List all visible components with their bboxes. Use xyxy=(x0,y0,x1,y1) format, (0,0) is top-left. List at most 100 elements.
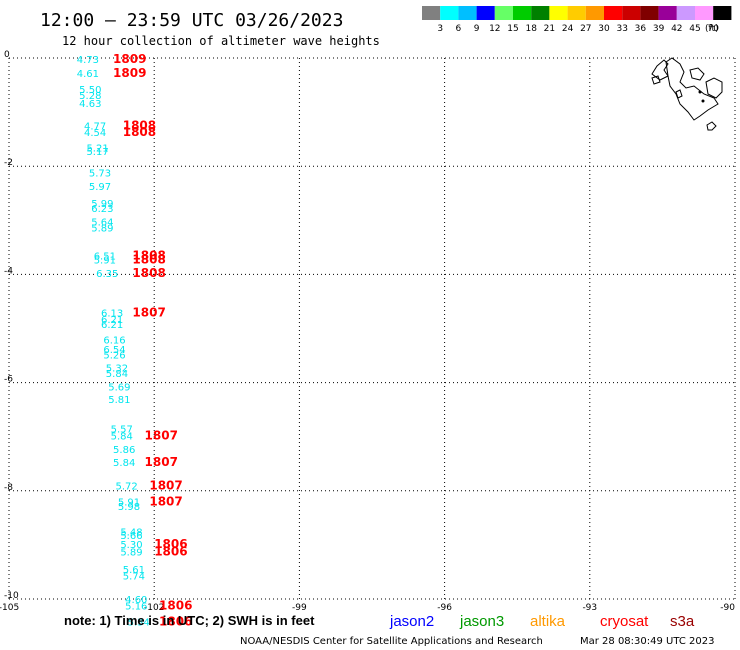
swh-value: 6.35 xyxy=(96,269,118,280)
colorbar-swatch xyxy=(458,6,477,20)
x-tick-label: -102 xyxy=(144,603,164,613)
swh-value: 6.23 xyxy=(91,204,113,215)
swh-value: 5.30 xyxy=(120,540,142,551)
colorbar-label: 21 xyxy=(544,24,555,34)
swh-value: 5.81 xyxy=(108,395,130,406)
time-label: 1806 xyxy=(154,544,187,558)
time-labels: 1809180918081808180818081808180718071807… xyxy=(113,52,192,629)
swh-value: 5.84 xyxy=(113,458,135,469)
x-tick-label: -90 xyxy=(720,603,735,613)
colorbar-swatch xyxy=(713,6,732,20)
colorbar-swatch xyxy=(476,6,495,20)
swh-value: 5.74 xyxy=(123,572,145,583)
colorbar-swatch xyxy=(622,6,641,20)
colorbar-label: 9 xyxy=(474,24,480,34)
colorbar-label: 3 xyxy=(437,24,443,34)
swh-value: 5.73 xyxy=(89,169,111,180)
swh-value: 4.54 xyxy=(84,128,106,139)
colorbar-label: 45 xyxy=(689,24,700,34)
colorbar-label: 15 xyxy=(507,24,518,34)
time-label: 1807 xyxy=(145,455,178,469)
swh-value: 5.98 xyxy=(118,502,140,513)
y-tick-label: -2 xyxy=(4,158,13,168)
y-tick-label: -6 xyxy=(4,375,13,385)
colorbar-label: 27 xyxy=(580,24,591,34)
timestamp: Mar 28 08:30:49 UTC 2023 xyxy=(580,636,715,647)
colorbar-swatch xyxy=(440,6,459,20)
time-label: 1806 xyxy=(159,598,192,612)
legend-cryosat: cryosat xyxy=(600,613,649,630)
swh-value: 5.89 xyxy=(120,547,142,558)
colorbar-label: 33 xyxy=(616,24,627,34)
satellite-legend: jason2 jason3 altika cryosat s3a xyxy=(389,613,695,630)
time-label: 1809 xyxy=(113,66,146,80)
colorbar-swatch xyxy=(640,6,659,20)
y-tick-label: -8 xyxy=(4,483,13,493)
chart-subtitle: 12 hour collection of altimeter wave hei… xyxy=(62,34,380,48)
swh-value: 5.72 xyxy=(115,481,137,492)
colorbar-swatch xyxy=(676,6,695,20)
colorbar-unit: (ft) xyxy=(705,24,719,34)
swh-value: 5.48 xyxy=(120,527,142,538)
legend-altika: altika xyxy=(530,613,566,630)
wave-height-colorbar: 3 6 9 12 15 18 21 24 27 30 33 36 39 42 45 70 xyxy=(422,6,732,34)
swh-value: 5.84 xyxy=(106,369,128,380)
time-label: 1806 xyxy=(154,537,187,551)
swh-value: 4.73 xyxy=(77,55,99,66)
colorbar-label: 12 xyxy=(489,24,500,34)
footnote: note: 1) Time is in UTC; 2) SWH is in fe… xyxy=(64,613,315,628)
swh-value: 4.60 xyxy=(125,595,147,606)
swh-value: 5.34 xyxy=(128,618,150,629)
swh-value: 5.84 xyxy=(111,432,133,443)
time-label: 1808 xyxy=(123,119,156,133)
colorbar-swatch xyxy=(549,6,568,20)
colorbar-swatch xyxy=(513,6,532,20)
time-label: 1808 xyxy=(132,252,165,266)
plot-grid xyxy=(8,57,736,600)
colorbar-label: 24 xyxy=(562,24,574,34)
colorbar-swatch xyxy=(585,6,604,20)
colorbar-label: 70 xyxy=(707,24,719,34)
colorbar-label: 30 xyxy=(598,24,610,34)
time-label: 1806 xyxy=(159,615,192,629)
swh-value: 6.21 xyxy=(101,320,123,331)
swh-value: 4.63 xyxy=(79,99,101,110)
swh-values: 4.73 4.61 5.505.284.63 4.774.54 5.215.17 5.73… xyxy=(77,55,150,629)
swh-value: 4.61 xyxy=(77,69,99,80)
swh-value: 5.91 xyxy=(118,498,140,509)
colorbar-swatch xyxy=(531,6,550,20)
x-tick-label: -105 xyxy=(0,603,19,613)
legend-jason2: jason2 xyxy=(389,613,434,630)
axis-tick-labels: -105 -102 -99 -96 -93 -90 0 -2 -4 -6 -8 -10 xyxy=(0,50,735,613)
time-label: 1807 xyxy=(149,478,182,492)
swh-value: 5.17 xyxy=(86,147,108,158)
swh-value: 5.61 xyxy=(123,565,145,576)
swh-value: 6.13 xyxy=(101,308,123,319)
swh-value: 5.26 xyxy=(103,350,125,361)
time-label: 1807 xyxy=(132,305,165,319)
colorbar-label: 6 xyxy=(456,24,462,34)
y-tick-label: -4 xyxy=(4,266,13,276)
swh-value: 5.16 xyxy=(125,601,147,612)
time-label: 1807 xyxy=(145,429,178,443)
swh-value: 5.99 xyxy=(91,199,113,210)
swh-value: 5.50 xyxy=(79,85,101,96)
swh-value: 5.64 xyxy=(91,217,113,228)
credit-line: NOAA/NESDIS Center for Satellite Applica… xyxy=(240,636,543,647)
swh-value: 4.77 xyxy=(84,122,106,133)
y-tick-label: -10 xyxy=(4,591,19,601)
swh-value: 5.86 xyxy=(113,445,135,456)
swh-value: 6.51 xyxy=(94,251,116,262)
colorbar-swatch xyxy=(695,6,714,20)
swh-value: 5.28 xyxy=(79,91,101,102)
chart-title: 12:00 – 23:59 UTC 03/26/2023 xyxy=(40,10,343,31)
swh-value: 5.57 xyxy=(111,425,133,436)
colorbar-label: 42 xyxy=(671,24,682,34)
time-label: 1809 xyxy=(113,52,146,66)
colorbar-swatch xyxy=(422,6,441,20)
swh-value: 6.21 xyxy=(101,315,123,326)
time-label: 1808 xyxy=(132,266,165,280)
colorbar-swatch xyxy=(567,6,586,20)
x-tick-label: -96 xyxy=(437,603,452,613)
